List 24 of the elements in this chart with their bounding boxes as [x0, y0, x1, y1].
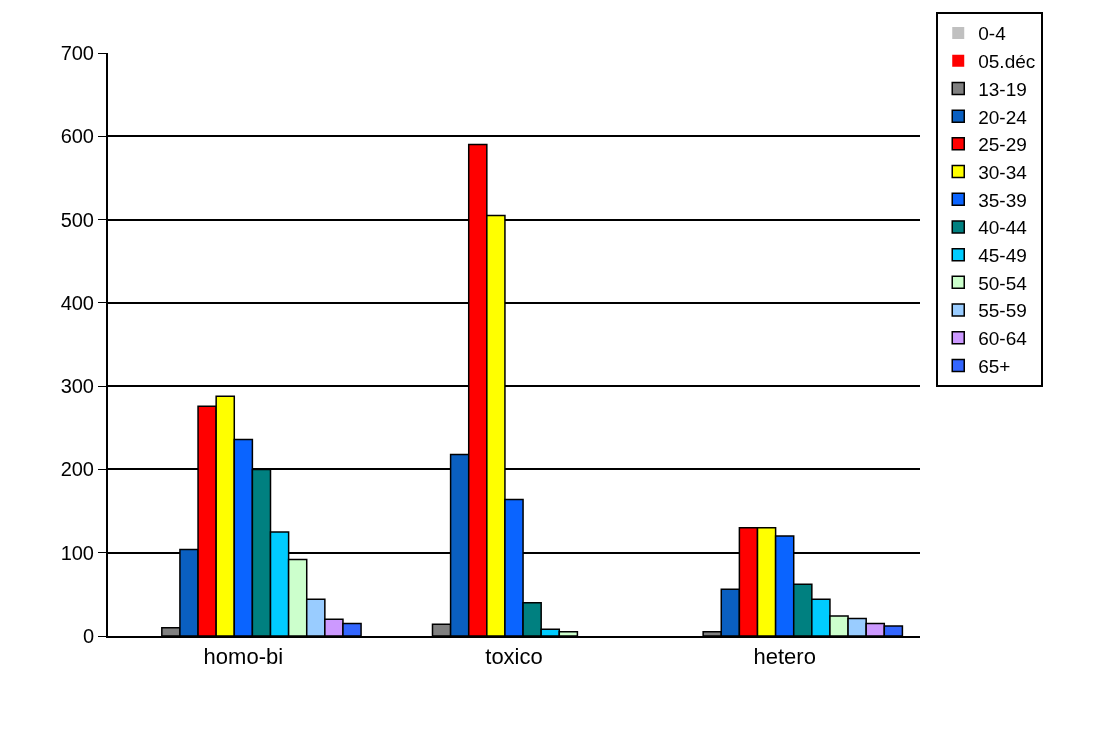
y-tick-label: 400 [60, 291, 94, 314]
legend-label: 35-39 [978, 189, 1027, 211]
y-tick-label: 500 [60, 208, 94, 231]
legend-label: 13-19 [978, 78, 1027, 100]
legend-label: 45-49 [978, 245, 1027, 267]
x-tick-label: hetero [753, 644, 816, 670]
legend-label: 20-24 [978, 106, 1028, 128]
x-tick-label: homo-bi [203, 644, 284, 670]
legend-label: 30-34 [978, 161, 1028, 183]
y-tick-label: 0 [82, 625, 94, 647]
legend-label: 55-59 [978, 300, 1027, 322]
legend-label: 40-44 [978, 217, 1028, 239]
legend-label: 0-4 [978, 23, 1007, 45]
legend-label: 25-29 [978, 134, 1027, 156]
y-tick-label: 700 [60, 42, 94, 64]
y-tick-label: 200 [60, 458, 94, 481]
legend-label: 60-64 [978, 328, 1028, 350]
legend-label: 50-54 [978, 272, 1028, 294]
legend-label: 05.déc [978, 51, 1036, 73]
x-tick-label: toxico [485, 644, 543, 670]
legend-label: 65+ [978, 355, 1011, 377]
y-tick-label: 300 [60, 375, 94, 398]
y-tick-label: 600 [60, 125, 94, 148]
y-tick-label: 100 [60, 541, 94, 564]
